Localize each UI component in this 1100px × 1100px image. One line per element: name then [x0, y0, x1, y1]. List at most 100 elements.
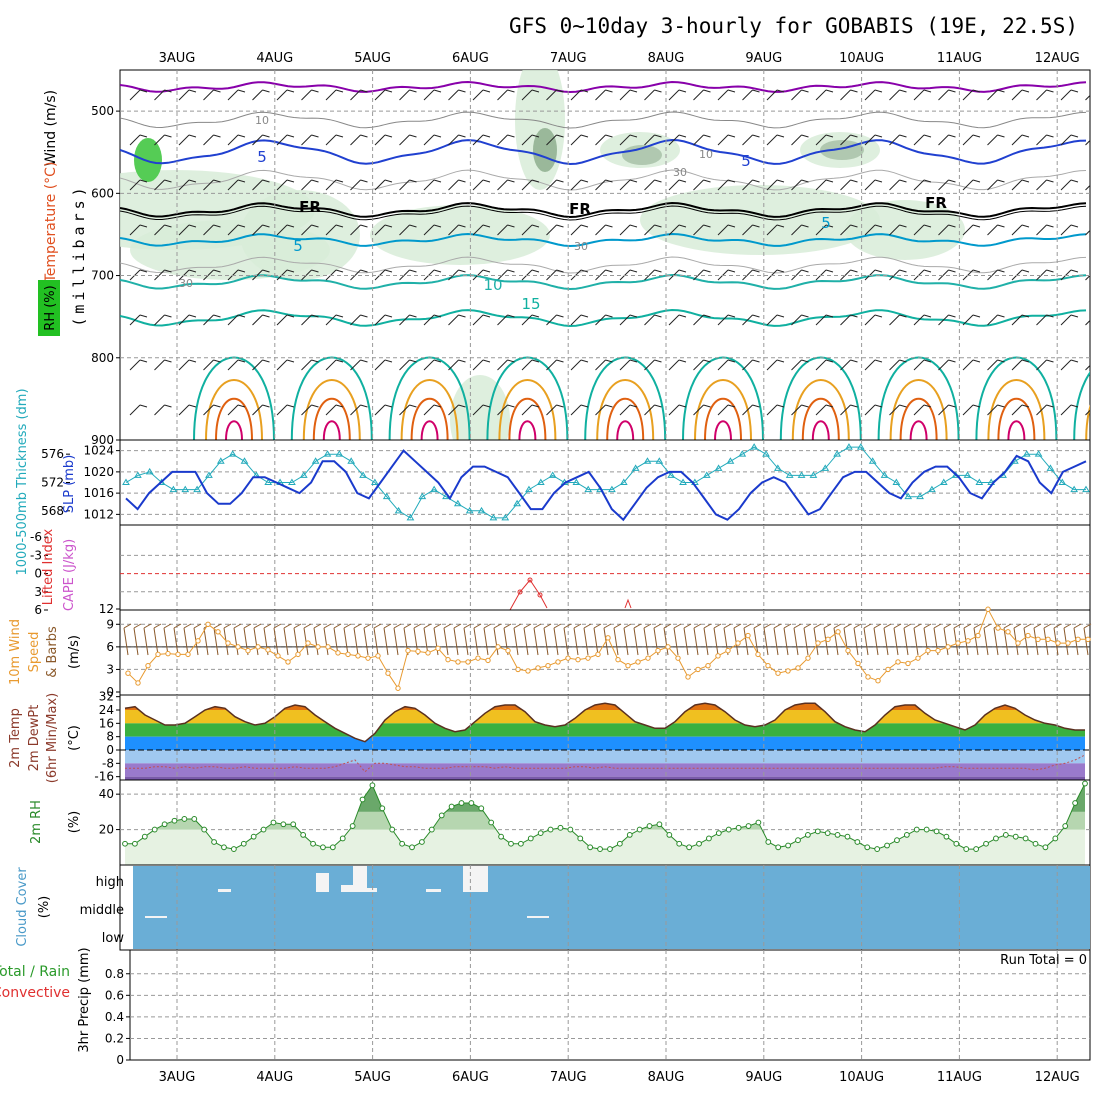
wind-speed-marker	[405, 647, 411, 654]
bottom-date-label: 12AUG	[1035, 1070, 1080, 1085]
surface-wind-barb	[493, 627, 499, 656]
surface-wind-barb-flag	[1043, 623, 1052, 629]
surface-wind-barb-flag	[923, 623, 932, 629]
wind-barb	[570, 314, 582, 326]
surface-wind-barb-flag	[593, 623, 602, 629]
thickness-marker	[228, 450, 237, 457]
rh-marker	[943, 833, 950, 840]
wind-barb-flag	[752, 179, 760, 183]
surface-wind-barb-flag	[743, 623, 752, 629]
wind-speed-marker	[875, 678, 881, 684]
wind-barb-flag	[752, 224, 760, 228]
rh-marker	[508, 840, 514, 847]
wind-barb-flag	[1021, 314, 1030, 318]
temp-band	[125, 736, 1085, 750]
contour-label: 30	[673, 166, 687, 179]
wind-barb-flag	[262, 224, 270, 228]
rh-marker	[676, 840, 683, 847]
rh-marker	[1012, 833, 1019, 840]
wind10m-label: 10m Wind	[8, 619, 23, 685]
wind-barb	[227, 404, 239, 416]
wind-barb-flag	[311, 314, 319, 318]
wind-barb	[962, 134, 974, 146]
wind-barb-flag	[1021, 134, 1030, 138]
wind-barb	[619, 269, 631, 281]
wind-barb	[472, 314, 484, 326]
surface-wind-barb-flag	[903, 623, 912, 629]
wind-barb-flag	[727, 359, 736, 363]
wind-barb-flag	[801, 269, 809, 273]
y-tick-label: 0.8	[105, 967, 124, 981]
wind-barb-flag	[899, 314, 907, 318]
surface-isotherm-arch	[606, 397, 645, 440]
wind-speed-marker	[175, 651, 181, 658]
wind-barb	[399, 134, 410, 146]
cloud-level-high: high	[96, 875, 124, 890]
rh-marker	[775, 844, 782, 851]
wind-speed-marker	[605, 635, 611, 641]
cape-label: CAPE (J/kg)	[62, 539, 77, 611]
top-date-axis: 3AUG 4AUG 5AUG 6AUG 7AUG 8AUG 9AUG 10AUG 11AUG 12…	[159, 51, 1080, 66]
surface-wind-barb-flag	[583, 623, 592, 629]
wind-barb-flag	[433, 179, 442, 183]
contour-label: 10	[255, 114, 269, 127]
surface-wind-barb	[833, 627, 839, 656]
surface-wind-barb-flag	[873, 623, 882, 629]
top-date-label: 10AUG	[839, 51, 884, 66]
surface-wind-barb	[353, 627, 359, 656]
rh-marker	[517, 840, 524, 847]
wind-barb-flag	[409, 404, 417, 408]
wind-barb	[129, 314, 141, 326]
wind-barb-flag	[654, 404, 662, 408]
surface-wind-barb-flag	[173, 623, 182, 629]
surface-wind-barb	[623, 627, 629, 656]
wind-barb-flag	[605, 269, 613, 273]
wind-barb	[1085, 184, 1090, 191]
wind-barb	[521, 89, 533, 101]
surface-isotherm-arch	[714, 420, 732, 440]
wind-barb	[374, 404, 386, 416]
surface-wind-barb-flag	[343, 623, 352, 629]
wind-barb	[423, 134, 435, 146]
surface-wind-barb-flag	[773, 623, 782, 629]
wind-barb	[1011, 134, 1023, 146]
wind-barb-flag	[262, 404, 270, 408]
wind-barb-flag	[1070, 224, 1079, 228]
wind-speed-marker	[925, 647, 931, 654]
rh-marker	[1062, 823, 1069, 829]
surface-wind-barb	[553, 627, 559, 656]
wind-speed-marker	[585, 655, 591, 661]
rh-marker	[230, 846, 237, 852]
surface-wind-barb	[863, 627, 869, 656]
wind-label: Wind (m/s)	[43, 90, 59, 166]
surface-isotherm-arch	[498, 379, 557, 440]
wind-barb	[521, 314, 533, 326]
top-date-label: 8AUG	[648, 51, 685, 66]
surface-wind-barb-flag	[393, 623, 402, 629]
wind-barb-flag	[286, 314, 295, 318]
wind-barb-flag	[678, 134, 687, 138]
wind-barb-flag	[1096, 90, 1100, 92]
wind-barb	[546, 89, 557, 101]
rh-marker	[211, 839, 217, 845]
wind-barb-flag	[335, 314, 344, 318]
rh-marker	[933, 828, 940, 835]
thickness-marker	[264, 478, 273, 485]
wind-speed-marker	[625, 662, 631, 669]
wind-barb-flag	[237, 89, 246, 93]
wind-barb	[301, 404, 312, 416]
wind-barb-flag	[972, 359, 981, 363]
contour-label: 30	[574, 240, 588, 253]
wind-barb-flag	[458, 134, 466, 138]
surface-wind-barb-flag	[823, 623, 832, 629]
wind-barb-flag	[825, 314, 834, 318]
wind-barb	[717, 134, 729, 146]
thickness-marker	[501, 513, 510, 521]
wind-barb-flag	[580, 134, 589, 138]
wind-barb-flag	[1021, 89, 1030, 93]
contour-label: 10	[699, 148, 713, 161]
wind-barb-flag	[556, 134, 564, 138]
wind-barb-flag	[776, 359, 785, 363]
y-tick-label: 0	[116, 1053, 124, 1067]
wind-barb	[178, 134, 190, 146]
